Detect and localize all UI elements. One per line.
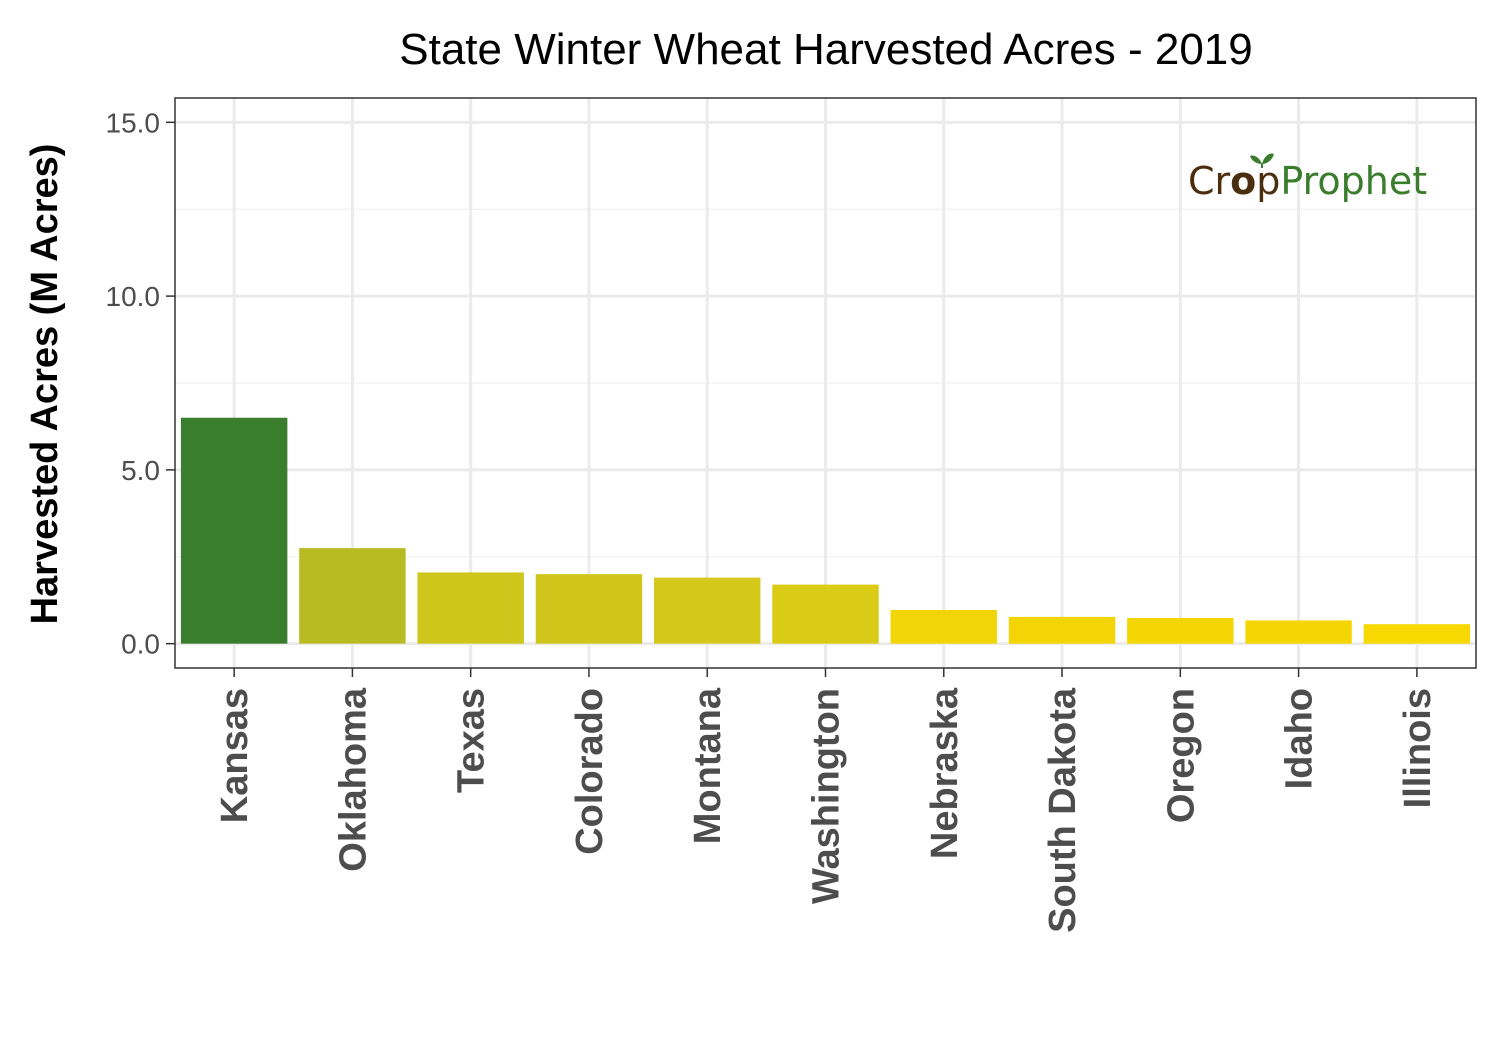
bar-oklahoma <box>299 548 406 644</box>
y-tick-label: 15.0 <box>106 107 161 138</box>
y-axis-ticks: 0.0 5.0 10.0 15.0 <box>106 107 175 660</box>
logo-text: CropProphet <box>1188 159 1427 203</box>
x-tick-label: Texas <box>451 688 493 793</box>
bar-oregon <box>1127 617 1234 644</box>
logo-text-part3: Prophet <box>1280 159 1427 203</box>
x-tick-label: Kansas <box>214 688 256 823</box>
logo-sprout-o: o <box>1230 159 1256 203</box>
bar-washington <box>772 584 879 644</box>
bar-texas <box>417 572 524 644</box>
x-tick-label: Colorado <box>569 688 611 855</box>
x-tick-label: Illinois <box>1397 688 1439 808</box>
x-axis-ticks: Kansas Oklahoma Texas Colorado Montana Washin… <box>214 668 1439 933</box>
y-tick-label: 5.0 <box>121 455 160 486</box>
x-tick-label: Oregon <box>1160 688 1202 823</box>
grid-lines <box>175 98 1476 668</box>
bars <box>180 417 1471 644</box>
logo-text-part1: Cr <box>1188 159 1231 203</box>
bar-south-dakota <box>1008 616 1116 644</box>
logo-text-part2: p <box>1256 159 1280 203</box>
bar-montana <box>654 577 761 644</box>
bar-idaho <box>1245 620 1352 644</box>
sprout-icon <box>1250 153 1274 168</box>
y-axis-label: Harvested Acres (M Acres) <box>24 144 66 625</box>
y-tick-label: 10.0 <box>106 281 161 312</box>
x-tick-label: Oklahoma <box>332 687 374 872</box>
x-tick-label: South Dakota <box>1042 687 1084 933</box>
cropprophet-logo: CropProphet <box>1188 153 1427 203</box>
x-tick-label: Washington <box>806 688 848 904</box>
y-tick-label: 0.0 <box>121 629 160 660</box>
bar-nebraska <box>890 609 997 644</box>
x-tick-label: Idaho <box>1279 688 1321 789</box>
x-tick-label: Nebraska <box>924 687 966 859</box>
bar-illinois <box>1363 624 1471 644</box>
bar-kansas <box>180 417 288 644</box>
bar-colorado <box>535 574 643 644</box>
x-tick-label: Montana <box>687 687 729 844</box>
chart-title: State Winter Wheat Harvested Acres - 201… <box>399 25 1253 74</box>
